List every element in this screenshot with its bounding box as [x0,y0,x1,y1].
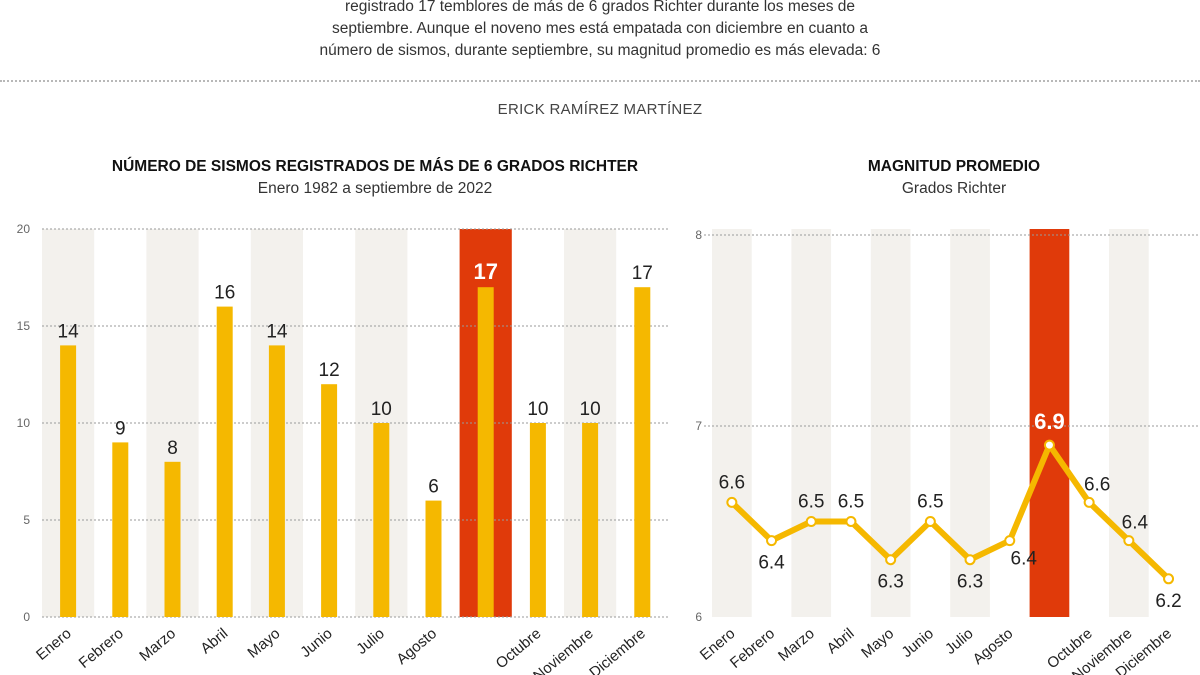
line-highlight-band [1029,229,1070,617]
bar-value-label: 10 [580,399,601,420]
line-point-febrero [766,535,778,547]
line-value-label: 6.3 [877,572,903,593]
line-point-enero [726,496,738,508]
line-value-label: 6.5 [838,492,864,513]
line-value-label: 6.5 [798,492,824,513]
bar-value-label: 14 [58,321,80,342]
bar-value-label: 9 [115,418,126,439]
line-point-noviembre [1123,535,1135,547]
dotted-divider [0,80,1200,82]
bar-category-label: Diciembre [586,625,649,675]
bar-value-label: 16 [214,283,235,304]
line-value-label: 6.3 [957,572,983,593]
line-stripe-marzo [791,229,832,617]
bar-ytick-label: 10 [17,416,31,430]
bar-value-label: 17 [632,263,653,284]
line-value-label: 6.6 [719,472,745,493]
line-stripe-enero [712,229,752,617]
bar-value-label: 10 [371,399,392,420]
author-byline: ERICK RAMÍREZ MARTÍNEZ [497,101,703,118]
intro-line-2: septiembre. Aunque el noveno mes está em… [332,20,868,37]
line-point-abril [845,516,857,527]
bar-chart-subtitle: Enero 1982 a septiembre de 2022 [257,180,493,197]
bar-octubre [529,423,546,617]
bar-ytick-label: 5 [23,513,30,527]
intro-line-3: número de sismos, durante septiembre, su… [319,42,881,59]
line-point-junio [924,516,936,527]
intro-text: registrado 17 temblores de más de 6 grad… [300,0,900,62]
bar-junio [321,384,338,617]
line-category-label: Abril [824,625,858,657]
bar-chart: 0 5 10 15 20 14 Enero 9 Febrero 8 Marzo 16 Abril 14 Ma… [17,222,670,675]
bar-category-label: Enero [33,625,75,664]
bar-value-label: 17 [473,259,497,284]
line-chart-subtitle: Grados Richter [901,180,1007,197]
bar-value-label: 6 [428,477,439,498]
bar-category-label: Agosto [393,625,440,668]
bar-septiembre [477,287,494,617]
bar-category-label: Junio [297,625,335,661]
bar-ytick-label: 20 [17,222,31,236]
line-chart-title: MAGNITUD PROMEDIO [867,158,1041,175]
line-point-mayo [885,554,897,566]
line-ytick-label: 7 [695,419,702,433]
bar-julio [373,423,390,617]
line-value-label: 6.6 [1084,474,1110,495]
line-value-label: 6.4 [758,553,785,574]
bar-category-label: Marzo [136,625,179,665]
line-point-septiembre [1043,439,1055,451]
line-series-magnitud [728,442,1172,582]
bar-chart-title: NÚMERO DE SISMOS REGISTRADOS DE MÁS DE 6… [111,158,639,175]
line-category-label: Febrero [727,625,778,672]
line-point-diciembre [1163,573,1175,585]
bar-category-label: Mayo [244,625,283,662]
bar-agosto [425,500,442,617]
bar-value-label: 10 [527,399,548,420]
line-stripe-mayo [870,229,911,617]
bar-enero [60,345,77,617]
line-point-octubre [1083,496,1095,508]
bar-value-label: 8 [167,438,178,459]
intro-line-1: registrado 17 temblores de más de 6 grad… [344,0,856,15]
line-value-label: 6.9 [1034,409,1065,434]
bar-category-label: Febrero [76,625,127,672]
bar-ytick-label: 15 [17,319,31,333]
line-value-label: 6.2 [1155,591,1181,612]
bar-value-label: 14 [266,321,288,342]
bar-category-label: Abril [197,625,231,657]
line-stripe-noviembre [1109,229,1149,617]
line-point-marzo [805,516,817,527]
line-category-label: Mayo [858,625,897,662]
bar-value-label: 12 [319,360,340,381]
line-ytick-label: 8 [695,228,702,242]
bar-mayo [268,345,285,617]
line-point-agosto [1004,535,1016,547]
bar-noviembre [582,423,599,617]
bar-category-label: Julio [353,625,388,658]
bar-diciembre [634,287,651,617]
line-value-label: 6.5 [917,492,943,513]
line-category-label: Junio [899,625,937,661]
line-ytick-label: 6 [695,610,702,624]
bar-febrero [112,442,129,617]
bar-ytick-label: 0 [23,610,30,624]
line-point-julio [964,554,976,566]
bar-marzo [164,461,181,617]
bar-abril [216,306,233,617]
line-value-label: 6.4 [1122,513,1149,534]
line-value-label: 6.4 [1011,549,1038,570]
line-category-label: Marzo [775,625,818,665]
